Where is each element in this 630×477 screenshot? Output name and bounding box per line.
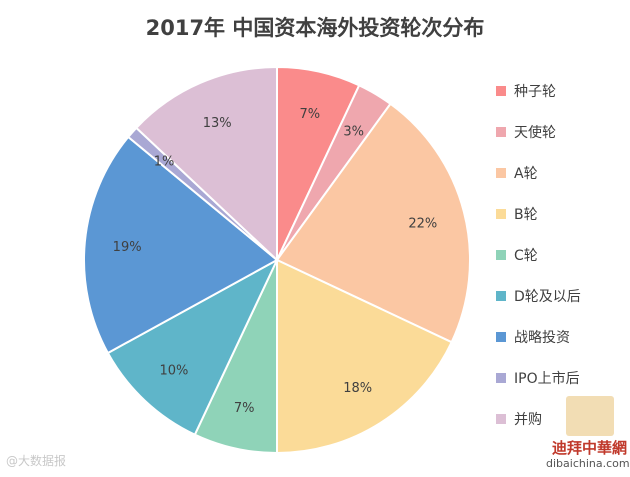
brand-logo [566, 396, 614, 436]
legend-swatch [496, 208, 506, 219]
slice-label-2: 3% [343, 124, 364, 139]
watermark-url: dibaichina.com [546, 457, 630, 470]
slice-label-9: 13% [203, 116, 232, 131]
legend-swatch [496, 331, 506, 342]
legend-swatch [496, 85, 506, 96]
slice-label-5: 7% [234, 401, 255, 416]
legend-item-8: IPO上市后 [496, 357, 581, 398]
pie-slice-7 [83, 135, 279, 355]
slice-label-1: 7% [300, 107, 321, 122]
slice-label-3: 22% [408, 217, 437, 232]
slice-label-6: 10% [159, 364, 188, 379]
chart-title: 2017年 中国资本海外投资轮次分布 [145, 16, 485, 40]
legend-label: A轮 [514, 165, 538, 182]
legend-item-4: B轮 [496, 193, 581, 234]
watermark-brand: 迪拜中華網 [552, 439, 628, 457]
legend-label: 种子轮 [514, 83, 556, 100]
legend-swatch [496, 290, 506, 301]
slice-label-8: 1% [154, 154, 175, 169]
pie-slice-9 [134, 65, 278, 263]
legend-swatch [496, 126, 506, 137]
legend-label: 并购 [514, 411, 542, 428]
legend-item-9: 并购 [496, 398, 581, 439]
legend-item-1: 种子轮 [496, 70, 581, 111]
pie-slice-4 [276, 258, 453, 455]
legend-label: B轮 [514, 206, 538, 223]
legend-label: 战略投资 [514, 329, 570, 346]
legend-item-6: D轮及以后 [496, 275, 581, 316]
legend-item-5: C轮 [496, 234, 581, 275]
legend-label: C轮 [514, 247, 538, 264]
legend-swatch [496, 249, 506, 260]
legend-item-7: 战略投资 [496, 316, 581, 357]
legend-swatch [496, 413, 506, 424]
slice-label-7: 19% [113, 240, 142, 255]
legend-label: 天使轮 [514, 124, 556, 141]
slice-label-4: 18% [343, 381, 372, 396]
legend-swatch [496, 372, 506, 383]
legend-label: D轮及以后 [514, 288, 581, 305]
legend-swatch [496, 167, 506, 178]
legend-label: IPO上市后 [514, 370, 580, 387]
legend-item-3: A轮 [496, 152, 581, 193]
pie-slice-6 [106, 257, 280, 436]
legend: 种子轮天使轮 A轮 B轮 C轮 D轮及以后战略投资 IPO上市后 并购 [496, 70, 581, 439]
watermark-left: @大数据报 [6, 454, 67, 468]
legend-item-2: 天使轮 [496, 111, 581, 152]
